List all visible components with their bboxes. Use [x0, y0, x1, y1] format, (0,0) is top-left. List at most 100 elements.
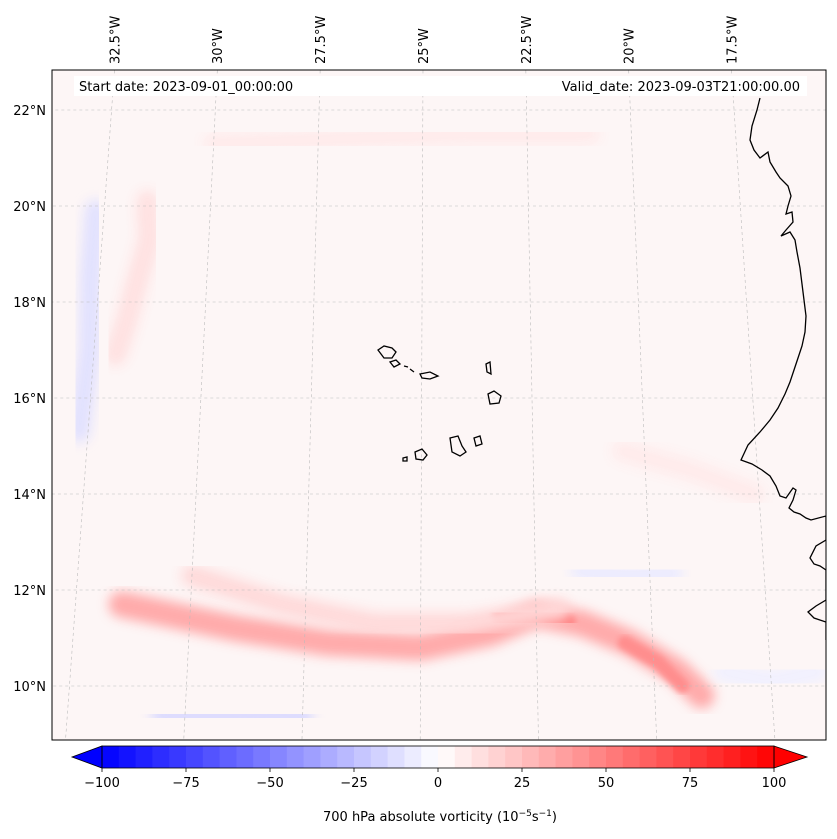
cape-verde-island — [419, 371, 440, 380]
latitude-tick-label: 16°N — [13, 392, 46, 407]
longitude-tick-label: 17.5°W — [726, 16, 741, 64]
cape-verde-island — [414, 448, 428, 461]
longitude-gridline — [65, 70, 115, 740]
africa-coastline — [740, 97, 826, 640]
longitude-gridline — [183, 70, 218, 740]
cape-verde-island — [409, 368, 415, 373]
colorbar-segment — [370, 746, 388, 768]
colorbar-segment — [690, 746, 708, 768]
longitude-tick-label: 25°W — [417, 28, 432, 64]
colorbar-segment — [438, 746, 456, 768]
colorbar-segment — [555, 746, 573, 768]
colorbar-segment — [639, 746, 657, 768]
latitude-tick-label: 18°N — [13, 296, 46, 311]
vorticity-north-patch — [202, 123, 601, 155]
longitude-tick-label: 32.5°W — [108, 16, 123, 64]
vorticity-east-low-2 — [712, 660, 826, 693]
colorbar-segment — [135, 746, 153, 768]
colorbar-segment — [572, 746, 590, 768]
longitude-tick-labels: 32.5°W 30°W 27.5°W 25°W 22.5°W 20°W 17.5°W — [108, 16, 740, 64]
colorbar-tick-label: 50 — [598, 776, 615, 791]
longitude-gridline — [628, 70, 657, 740]
longitude-gridline — [525, 70, 539, 740]
longitude-gridline — [731, 70, 776, 740]
colorbar-tick-label: 25 — [514, 776, 531, 791]
colorbar-label: 700 hPa absolute vorticity (10−5s−1) — [323, 809, 557, 825]
gridlines — [52, 70, 826, 740]
cape-verde-island — [485, 360, 492, 376]
coastline — [377, 97, 826, 640]
colorbar-segment — [102, 746, 120, 768]
start-date-label: Start date: 2023-09-01_00:00:00 — [79, 80, 293, 95]
colorbar-segment — [354, 746, 372, 768]
cape-verde-island — [487, 390, 502, 405]
colorbar-segment — [656, 746, 674, 768]
colorbar-tick-label: −25 — [340, 776, 367, 791]
cape-verde-island — [402, 456, 408, 462]
colorbar-extend-high — [773, 745, 809, 769]
colorbar-tick-label: 100 — [762, 776, 787, 791]
longitude-tick-label: 30°W — [211, 28, 226, 64]
colorbar-segment — [337, 746, 355, 768]
colorbar-segment — [706, 746, 724, 768]
colorbar-tick-label: −50 — [256, 776, 283, 791]
colorbar-segment — [270, 746, 288, 768]
colorbar-tick-label: 0 — [434, 776, 442, 791]
colorbar-segment — [387, 746, 405, 768]
latitude-tick-labels: 22°N 20°N 18°N 16°N 14°N 12°N 10°N — [13, 104, 46, 695]
colorbar-segment — [454, 746, 472, 768]
cape-verde-island — [377, 345, 397, 359]
vorticity-east-low — [570, 559, 684, 587]
colorbar-segment — [118, 746, 136, 768]
colorbar-tick-label: 75 — [682, 776, 699, 791]
colorbar-segment — [236, 746, 254, 768]
colorbar-segment — [421, 746, 439, 768]
colorbar-segment — [202, 746, 220, 768]
colorbar-segment — [622, 746, 640, 768]
map-panel: Start date: 2023-09-01_00:00:00 Valid_da… — [51, 69, 827, 741]
latitude-tick-label: 12°N — [13, 584, 46, 599]
vorticity-band-south-core-2 — [617, 635, 690, 693]
colorbar-segment — [757, 746, 775, 768]
valid-date-label: Valid_date: 2023-09-03T21:00:00.00 — [562, 80, 800, 95]
cape-verde-island — [449, 435, 467, 457]
colorbar-segment — [152, 746, 170, 768]
colorbar-tick-label: −100 — [84, 776, 120, 791]
latitude-tick-label: 20°N — [13, 200, 46, 215]
longitude-gridline — [419, 70, 424, 740]
cape-verde-island — [388, 359, 402, 368]
colorbar: −100 −75 −50 −25 0 25 50 75 100 — [70, 745, 809, 791]
latitude-tick-label: 10°N — [13, 680, 46, 695]
colorbar-segment — [186, 746, 204, 768]
colorbar-segment — [219, 746, 237, 768]
colorbar-segment — [253, 746, 271, 768]
longitude-tick-label: 22.5°W — [520, 16, 535, 64]
date-banner — [74, 76, 807, 96]
colorbar-segment — [303, 746, 321, 768]
vorticity-west-ridge — [104, 190, 161, 366]
colorbar-segment — [673, 746, 691, 768]
colorbar-segment — [723, 746, 741, 768]
colorbar-extend-low — [70, 745, 103, 769]
longitude-tick-label: 27.5°W — [314, 16, 329, 64]
colorbar-segment — [606, 746, 624, 768]
latitude-tick-label: 22°N — [13, 104, 46, 119]
latitude-tick-label: 14°N — [13, 488, 46, 503]
vorticity-south-low — [150, 703, 314, 729]
colorbar-segment — [488, 746, 506, 768]
colorbar-segment — [320, 746, 338, 768]
colorbar-segment — [471, 746, 489, 768]
vorticity-west-low — [68, 199, 107, 443]
colorbar-segment — [505, 746, 523, 768]
colorbar-segment — [522, 746, 540, 768]
colorbar-segment — [740, 746, 758, 768]
colorbar-segment — [286, 746, 304, 768]
colorbar-tick-label: −75 — [172, 776, 199, 791]
cape-verde-island — [403, 365, 409, 368]
longitude-gridline — [301, 70, 321, 740]
colorbar-segment — [589, 746, 607, 768]
vorticity-band-north — [181, 564, 570, 635]
cape-verde-island — [473, 435, 483, 447]
colorbar-segment — [404, 746, 422, 768]
